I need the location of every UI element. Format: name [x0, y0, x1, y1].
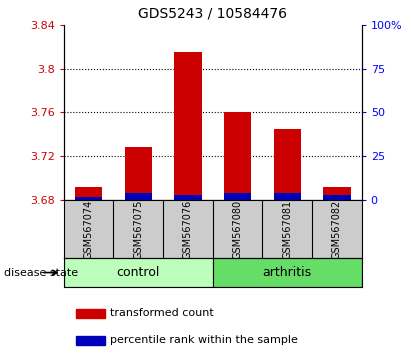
Bar	[125, 147, 152, 200]
Text: GSM567075: GSM567075	[133, 200, 143, 259]
Title: GDS5243 / 10584476: GDS5243 / 10584476	[138, 7, 287, 21]
Text: GSM567076: GSM567076	[183, 200, 193, 259]
Bar	[323, 195, 351, 200]
Text: GSM567074: GSM567074	[83, 200, 94, 259]
Text: control: control	[116, 266, 160, 279]
Bar	[274, 129, 301, 200]
Text: disease state: disease state	[4, 268, 78, 278]
Bar	[274, 193, 301, 200]
Bar	[76, 309, 105, 318]
Bar	[174, 52, 201, 200]
FancyBboxPatch shape	[213, 258, 362, 287]
Bar	[224, 113, 251, 200]
Text: transformed count: transformed count	[111, 308, 214, 318]
Bar	[174, 195, 201, 200]
Bar	[75, 187, 102, 200]
Text: GSM567081: GSM567081	[282, 200, 292, 259]
Bar	[76, 336, 105, 345]
Text: percentile rank within the sample: percentile rank within the sample	[111, 335, 298, 345]
Bar	[125, 193, 152, 200]
Text: arthritis: arthritis	[263, 266, 312, 279]
FancyBboxPatch shape	[64, 258, 213, 287]
Bar	[75, 196, 102, 200]
Text: GSM567082: GSM567082	[332, 200, 342, 259]
Text: GSM567080: GSM567080	[233, 200, 242, 259]
Bar	[224, 193, 251, 200]
Bar	[323, 187, 351, 200]
